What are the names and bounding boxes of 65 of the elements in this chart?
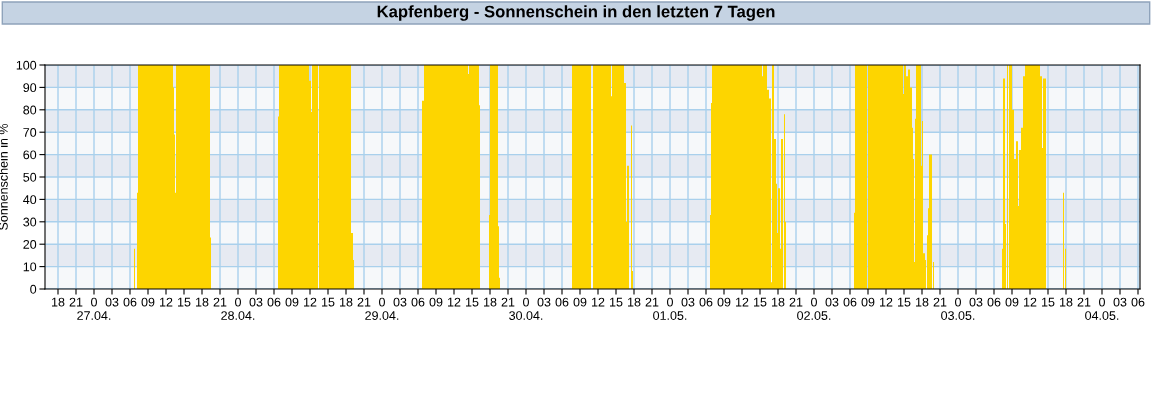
- y-tick-label: 30: [23, 217, 37, 227]
- x-tick-label: 15: [322, 297, 335, 307]
- x-tick-label: 18: [628, 297, 641, 307]
- x-tick-label: 06: [699, 297, 713, 307]
- chart-title: Kapfenberg - Sonnenschein in den letzten 7 Tagen: [377, 5, 775, 21]
- x-tick-label: 06: [843, 297, 857, 307]
- x-tick-label: 18: [484, 297, 497, 307]
- x-tick-label: 03: [393, 297, 407, 307]
- x-tick-label: 18: [1060, 297, 1073, 307]
- x-tick-label: 15: [610, 297, 623, 307]
- x-tick-label: 06: [555, 297, 569, 307]
- x-tick-label: 21: [933, 297, 947, 307]
- x-tick-label: 03: [825, 297, 839, 307]
- x-tick-label: 09: [285, 297, 299, 307]
- y-tick-label: 60: [23, 150, 37, 160]
- x-tick-label: 03: [681, 297, 695, 307]
- y-tick-label: 100: [16, 60, 37, 70]
- x-tick-label: 15: [466, 297, 479, 307]
- x-tick-label: 06: [1131, 297, 1145, 307]
- x-tick-label: 09: [1005, 297, 1019, 307]
- x-tick-label: 12: [592, 297, 605, 307]
- x-tick-label: 15: [898, 297, 911, 307]
- x-tick-label: 21: [213, 297, 227, 307]
- x-tick-label: 21: [1077, 297, 1091, 307]
- x-tick-label: 03: [537, 297, 551, 307]
- y-tick-label: 90: [23, 83, 37, 93]
- x-tick-label: 06: [411, 297, 425, 307]
- y-tick-label: 20: [23, 240, 37, 249]
- x-tick-label: 06: [267, 297, 281, 307]
- y-tick-label: 80: [23, 105, 37, 115]
- x-tick-label: 21: [501, 297, 515, 307]
- y-tick-label: 40: [23, 195, 37, 205]
- x-tick-label: 15: [754, 297, 767, 307]
- x-tick-label: 18: [196, 297, 209, 307]
- x-tick-label: 12: [1024, 297, 1037, 307]
- x-tick-label: 12: [448, 297, 461, 307]
- x-tick-label: 09: [429, 297, 443, 307]
- x-tick-label: 18: [52, 297, 65, 307]
- x-tick-label: 09: [717, 297, 731, 307]
- x-tick-label: 03: [249, 297, 263, 307]
- x-tick-label: 21: [357, 297, 371, 307]
- x-tick-label: 21: [645, 297, 659, 307]
- x-tick-label: 15: [178, 297, 191, 307]
- x-tick-label: 18: [340, 297, 353, 307]
- x-tick-label: 09: [861, 297, 875, 307]
- x-tick-label: 21: [69, 297, 83, 307]
- x-tick-label: 12: [880, 297, 893, 307]
- y-tick-label: 50: [23, 172, 37, 182]
- x-tick-label: 06: [987, 297, 1001, 307]
- y-tick-label: 70: [23, 128, 37, 137]
- x-tick-label: 18: [772, 297, 785, 307]
- x-tick-label: 09: [141, 297, 155, 307]
- x-tick-label: 06: [123, 297, 137, 307]
- x-tick-label: 03: [105, 297, 119, 307]
- x-tick-label: 21: [789, 297, 803, 307]
- x-tick-label: 15: [1042, 297, 1055, 307]
- x-tick-label: 12: [160, 297, 173, 307]
- x-tick-label: 03: [1113, 297, 1127, 307]
- y-tick-label: 10: [23, 262, 37, 272]
- x-tick-label: 18: [916, 297, 929, 307]
- x-tick-label: 03: [969, 297, 983, 307]
- y-tick-label: 0: [30, 284, 37, 294]
- x-tick-label: 12: [304, 297, 317, 307]
- x-tick-label: 09: [573, 297, 587, 307]
- x-tick-label: 12: [736, 297, 749, 307]
